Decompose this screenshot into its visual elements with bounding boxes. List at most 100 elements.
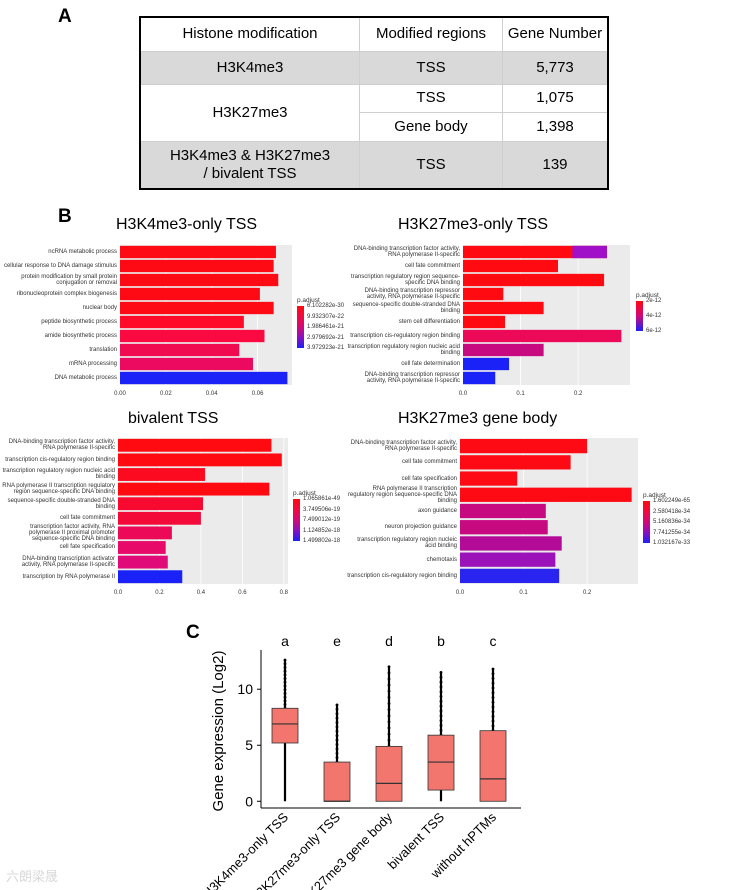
outlier-point <box>335 712 339 716</box>
outlier-point <box>283 684 287 688</box>
outlier-point <box>491 686 495 690</box>
significance-letter: c <box>490 633 497 649</box>
category-label: RNA polymerase II transcription regulato… <box>347 485 457 504</box>
x-tick-label: 0.00 <box>114 391 126 397</box>
category-label: translation <box>89 346 117 353</box>
header-modified-regions: Modified regions <box>359 16 503 52</box>
bar <box>118 541 166 554</box>
outlier-point <box>387 714 391 718</box>
outlier-point <box>387 720 391 724</box>
x-tick-label: 0.0 <box>459 391 468 397</box>
category-label: transcription regulatory region nucleic … <box>357 537 457 550</box>
bar <box>463 245 607 259</box>
row-bivalent-count: 139 <box>502 140 609 190</box>
category-label: ncRNA metabolic process <box>48 248 117 255</box>
row-h3k27me3-body-region: Gene body <box>359 111 503 142</box>
bar-overlay <box>572 245 607 259</box>
legend-label: 1.602249e-65 <box>653 498 691 504</box>
bar <box>460 552 556 567</box>
category-label: sequence-specific double-stranded DNA bi… <box>7 497 115 510</box>
bar <box>460 487 632 502</box>
bar <box>460 438 588 454</box>
x-tick-label: 0.06 <box>252 391 264 397</box>
bar <box>463 315 506 329</box>
watermark: 六朗梁晟 <box>6 869 59 884</box>
header-gene-number: Gene Number <box>502 16 609 52</box>
bar <box>120 315 244 329</box>
outlier-point <box>283 699 287 703</box>
category-label: DNA metabolic process <box>54 374 117 381</box>
legend-label: 1.499802e-18 <box>303 538 341 544</box>
chart-title: H3K27me3-only TSS <box>398 216 548 233</box>
bar <box>118 468 206 481</box>
panel-c-letter: C <box>186 622 200 643</box>
outlier-point <box>335 743 339 746</box>
category-label: transcription regulatory region nucleic … <box>2 468 115 481</box>
row-h3k27me3-mod: H3K27me3 <box>139 83 360 142</box>
bar <box>118 497 203 511</box>
bar <box>460 455 571 470</box>
category-label: transcription factor activity, RNA polym… <box>28 523 115 542</box>
category-label: transcription cis-regulatory region bind… <box>347 572 457 579</box>
bar <box>118 482 270 496</box>
bar <box>463 343 544 357</box>
outlier-point <box>439 690 443 694</box>
outlier-point <box>335 756 339 760</box>
row-h3k4me3-region: TSS <box>359 50 503 85</box>
legend-label: 7.499012e-19 <box>303 517 341 523</box>
bar <box>463 357 510 371</box>
category-label: cell fate specification <box>59 544 115 551</box>
bar <box>118 453 282 467</box>
outlier-point <box>335 747 339 751</box>
significance-letter: e <box>333 633 341 649</box>
bar <box>120 301 274 315</box>
legend-label: 5.160836e-34 <box>653 519 691 525</box>
legend-label: 6.102282e-30 <box>307 303 345 309</box>
outlier-point <box>491 705 495 709</box>
outlier-point <box>491 710 495 714</box>
legend-label: 3.972923e-21 <box>307 345 345 351</box>
row-bivalent-region: TSS <box>359 140 503 190</box>
legend-colorbar <box>643 501 650 543</box>
category-label: chemotaxis <box>426 556 457 563</box>
bar <box>463 371 496 385</box>
outlier-point <box>335 729 339 733</box>
legend-label: 1.065861e-49 <box>303 496 341 502</box>
outlier-point <box>491 677 495 680</box>
outlier-point <box>283 662 287 666</box>
x-tick-label: 0.2 <box>583 590 592 596</box>
legend-title: p.adjust <box>636 292 659 299</box>
chart-title: H3K27me3 gene body <box>398 410 558 427</box>
category-label: cell fate commitment <box>401 459 457 466</box>
x-tick-label: 0.02 <box>160 391 172 397</box>
bar <box>120 245 276 259</box>
category-label: peptide biosynthetic process <box>41 318 117 325</box>
box <box>479 730 507 802</box>
header-histone-modification: Histone modification <box>139 16 360 52</box>
outlier-point <box>335 716 339 720</box>
category-label: DNA-binding transcription factor activit… <box>353 245 460 258</box>
outlier-point <box>387 726 391 730</box>
outlier-point <box>439 680 443 684</box>
outlier-point <box>491 691 495 695</box>
outlier-point <box>387 671 391 675</box>
outlier-point <box>335 738 339 742</box>
category-label: mRNA processing <box>68 360 117 367</box>
bar <box>118 570 183 584</box>
category-label: transcription cis-regulatory region bind… <box>5 456 115 463</box>
category-label: axon guidance <box>417 507 457 514</box>
significance-letter: d <box>385 633 393 649</box>
significance-letter: b <box>437 633 445 649</box>
bar <box>463 287 504 301</box>
chart-title: bivalent TSS <box>128 410 219 427</box>
y-tick-label: 10 <box>237 681 253 697</box>
row-bivalent-mod-line1: H3K4me3 & H3K27me3 <box>169 146 331 164</box>
legend-label: 2.979692e-21 <box>307 334 345 341</box>
bar <box>120 371 288 385</box>
bar <box>460 568 560 584</box>
legend-title: p.adjust <box>297 297 320 304</box>
category-label: nuclear body <box>82 304 117 311</box>
category-label: cellular response to DNA damage stimulus <box>3 262 117 269</box>
row-h3k27me3-tss-region: TSS <box>359 83 503 113</box>
box <box>323 761 351 802</box>
